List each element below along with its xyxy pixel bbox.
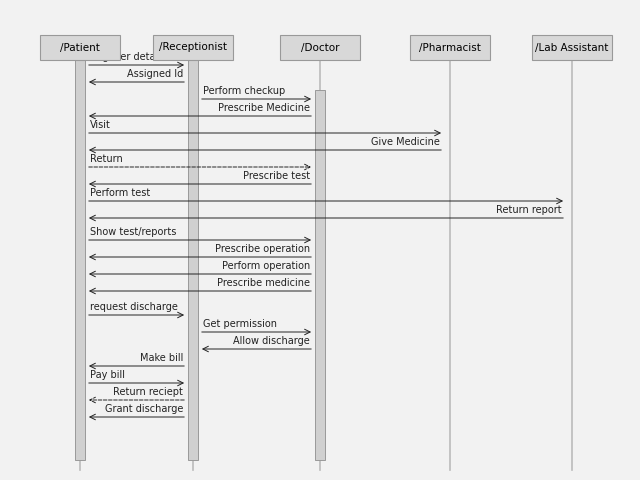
Text: /Pharmacist: /Pharmacist [419,43,481,52]
Text: Register details: Register details [90,52,166,62]
Text: Perform checkup: Perform checkup [203,86,285,96]
Text: Prescribe test: Prescribe test [243,171,310,181]
Text: /Lab Assistant: /Lab Assistant [535,43,609,52]
Text: Get permission: Get permission [203,319,277,329]
Text: Return report: Return report [497,205,562,215]
Text: Return: Return [90,154,123,164]
Bar [188,55,198,460]
Text: Return reciept: Return reciept [113,387,183,397]
Text: Prescribe operation: Prescribe operation [215,244,310,254]
Text: /Receptionist: /Receptionist [159,43,227,52]
Text: Pay bill: Pay bill [90,370,125,380]
Text: Grant discharge: Grant discharge [104,404,183,414]
Bar [40,35,120,60]
Text: Prescribe Medicine: Prescribe Medicine [218,103,310,113]
Text: request discharge: request discharge [90,302,178,312]
Text: /Patient: /Patient [60,43,100,52]
Text: /Doctor: /Doctor [301,43,339,52]
Text: Show test/reports: Show test/reports [90,227,177,237]
Bar [280,35,360,60]
Bar [75,55,85,460]
Text: Prescribe medicine: Prescribe medicine [217,278,310,288]
Bar [315,90,325,460]
Bar [532,35,612,60]
Text: Make bill: Make bill [140,353,183,363]
Bar [410,35,490,60]
Text: Give Medicine: Give Medicine [371,137,440,147]
Text: Assigned Id: Assigned Id [127,69,183,79]
Text: Allow discharge: Allow discharge [233,336,310,346]
Text: Perform test: Perform test [90,188,150,198]
Text: Perform operation: Perform operation [221,261,310,271]
Bar [153,35,233,60]
Text: Visit: Visit [90,120,111,130]
